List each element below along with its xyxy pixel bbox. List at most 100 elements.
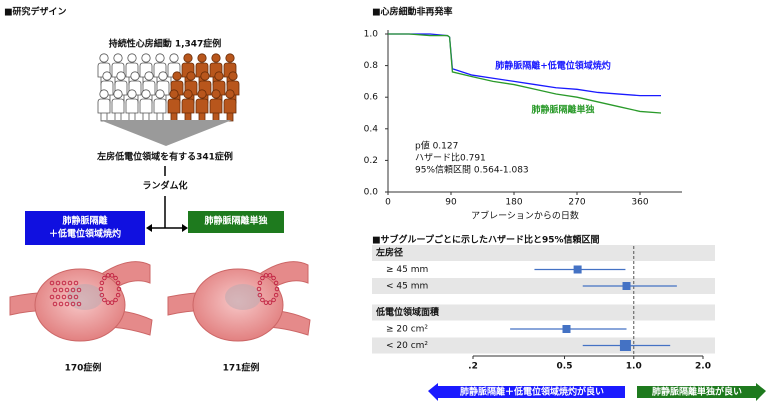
series-label: 肺静脈隔離+低電位領域焼灼 [495, 60, 611, 72]
arm-label: 肺静脈隔離 [62, 215, 107, 227]
person-body [153, 98, 167, 122]
lesion [98, 286, 104, 292]
lesion [273, 280, 279, 286]
y-tick-label: 0.2 [364, 156, 378, 166]
favor-label: 肺静脈隔離＋低電位領域焼灼が良い [460, 386, 604, 398]
chart-title: ■心房細動非再発率 [372, 6, 453, 18]
lesion [115, 292, 121, 298]
row-label: ≥ 20 cm² [386, 325, 428, 335]
lesion [99, 280, 105, 286]
person-head [169, 89, 179, 99]
population: 持続性心房細動 1,347症例 [109, 38, 222, 50]
x-tick-label: 2.0 [695, 362, 711, 372]
person-head [197, 89, 207, 99]
annotation: ハザード比0.791 [415, 152, 486, 164]
person-body [125, 98, 139, 122]
arrow-head [146, 224, 152, 232]
lesion [64, 287, 70, 293]
person-head [113, 89, 123, 99]
funnel [100, 120, 232, 146]
lesion [260, 297, 265, 303]
annotation: 95%信頼区間 0.564-1.083 [415, 164, 529, 176]
y-tick-label: 1.0 [364, 30, 379, 40]
lesion [67, 280, 73, 286]
person-head [211, 53, 221, 63]
favor-label: 肺静脈隔離単独が良い [652, 386, 742, 398]
lesion [99, 292, 105, 298]
lesion [61, 294, 67, 300]
lesion [274, 286, 280, 292]
x-tick-label: 360 [631, 198, 648, 208]
lesion [73, 294, 79, 300]
ablation-area [67, 284, 103, 310]
subset: 左房低電位領域を有する341症例 [96, 151, 233, 163]
arm-label: 肺静脈隔離単独 [204, 215, 267, 227]
person-head [99, 53, 109, 63]
x-tick-label: 0.5 [557, 362, 573, 372]
person-head [183, 53, 193, 63]
person-body [97, 98, 111, 122]
person-head [225, 53, 235, 63]
arrow-head [182, 224, 188, 232]
lesion [52, 287, 58, 293]
arm-count: 170症例 [65, 362, 102, 374]
lesion [102, 275, 107, 281]
lesion [102, 297, 107, 303]
x-tick-label: 1.0 [626, 362, 642, 372]
x-tick-label: 180 [505, 198, 522, 208]
lesion [271, 297, 276, 303]
person-head [228, 71, 238, 81]
lesion [267, 273, 273, 278]
person-head [197, 53, 207, 63]
lesion [67, 294, 73, 300]
lesion [73, 280, 79, 286]
chart-title: ■サブグループごとに示したハザード比と95%信頼区間 [372, 234, 600, 246]
lesion [70, 301, 76, 307]
km-curve [388, 33, 661, 97]
row-label: < 20 cm² [386, 341, 428, 351]
person-head [127, 53, 137, 63]
lesion [58, 301, 64, 307]
person-body [111, 98, 125, 122]
person-head [102, 71, 112, 81]
person-body [139, 98, 153, 122]
person-head [225, 89, 235, 99]
row-label: ≥ 45 mm [386, 265, 428, 275]
lesion [256, 286, 262, 292]
lesion [55, 294, 61, 300]
estimate [573, 265, 582, 274]
group-band [372, 245, 715, 261]
km-curve [388, 33, 662, 114]
row-label: < 45 mm [386, 282, 428, 292]
estimate [562, 325, 571, 333]
y-tick-label: 0.0 [364, 188, 379, 198]
lesion [109, 273, 115, 278]
x-tick-label: 0 [385, 198, 391, 208]
lesion [58, 287, 64, 293]
x-axis-label: アブレーションからの日数 [471, 210, 579, 222]
lesion [113, 275, 118, 281]
x-tick-label: 270 [568, 198, 585, 208]
arm-box [25, 211, 145, 245]
person-body [181, 98, 195, 122]
person-head [183, 89, 193, 99]
estimate [619, 340, 631, 351]
person-head [155, 53, 165, 63]
lesion [260, 275, 265, 281]
group-band [372, 304, 715, 321]
lesion [263, 300, 269, 305]
person-head [172, 71, 182, 81]
x-tick-label: 90 [445, 198, 457, 208]
lesion [115, 280, 121, 286]
lesion [55, 280, 61, 286]
panel-title: ■研究デザイン [4, 6, 67, 18]
randomization: ランダム化 [142, 180, 187, 192]
y-tick-label: 0.8 [364, 61, 379, 71]
person-head [130, 71, 140, 81]
group-label: 左房径 [375, 247, 403, 259]
lesion [271, 275, 276, 281]
person-head [214, 71, 224, 81]
person-head [211, 89, 221, 99]
person-head [141, 53, 151, 63]
lesion [76, 287, 82, 293]
